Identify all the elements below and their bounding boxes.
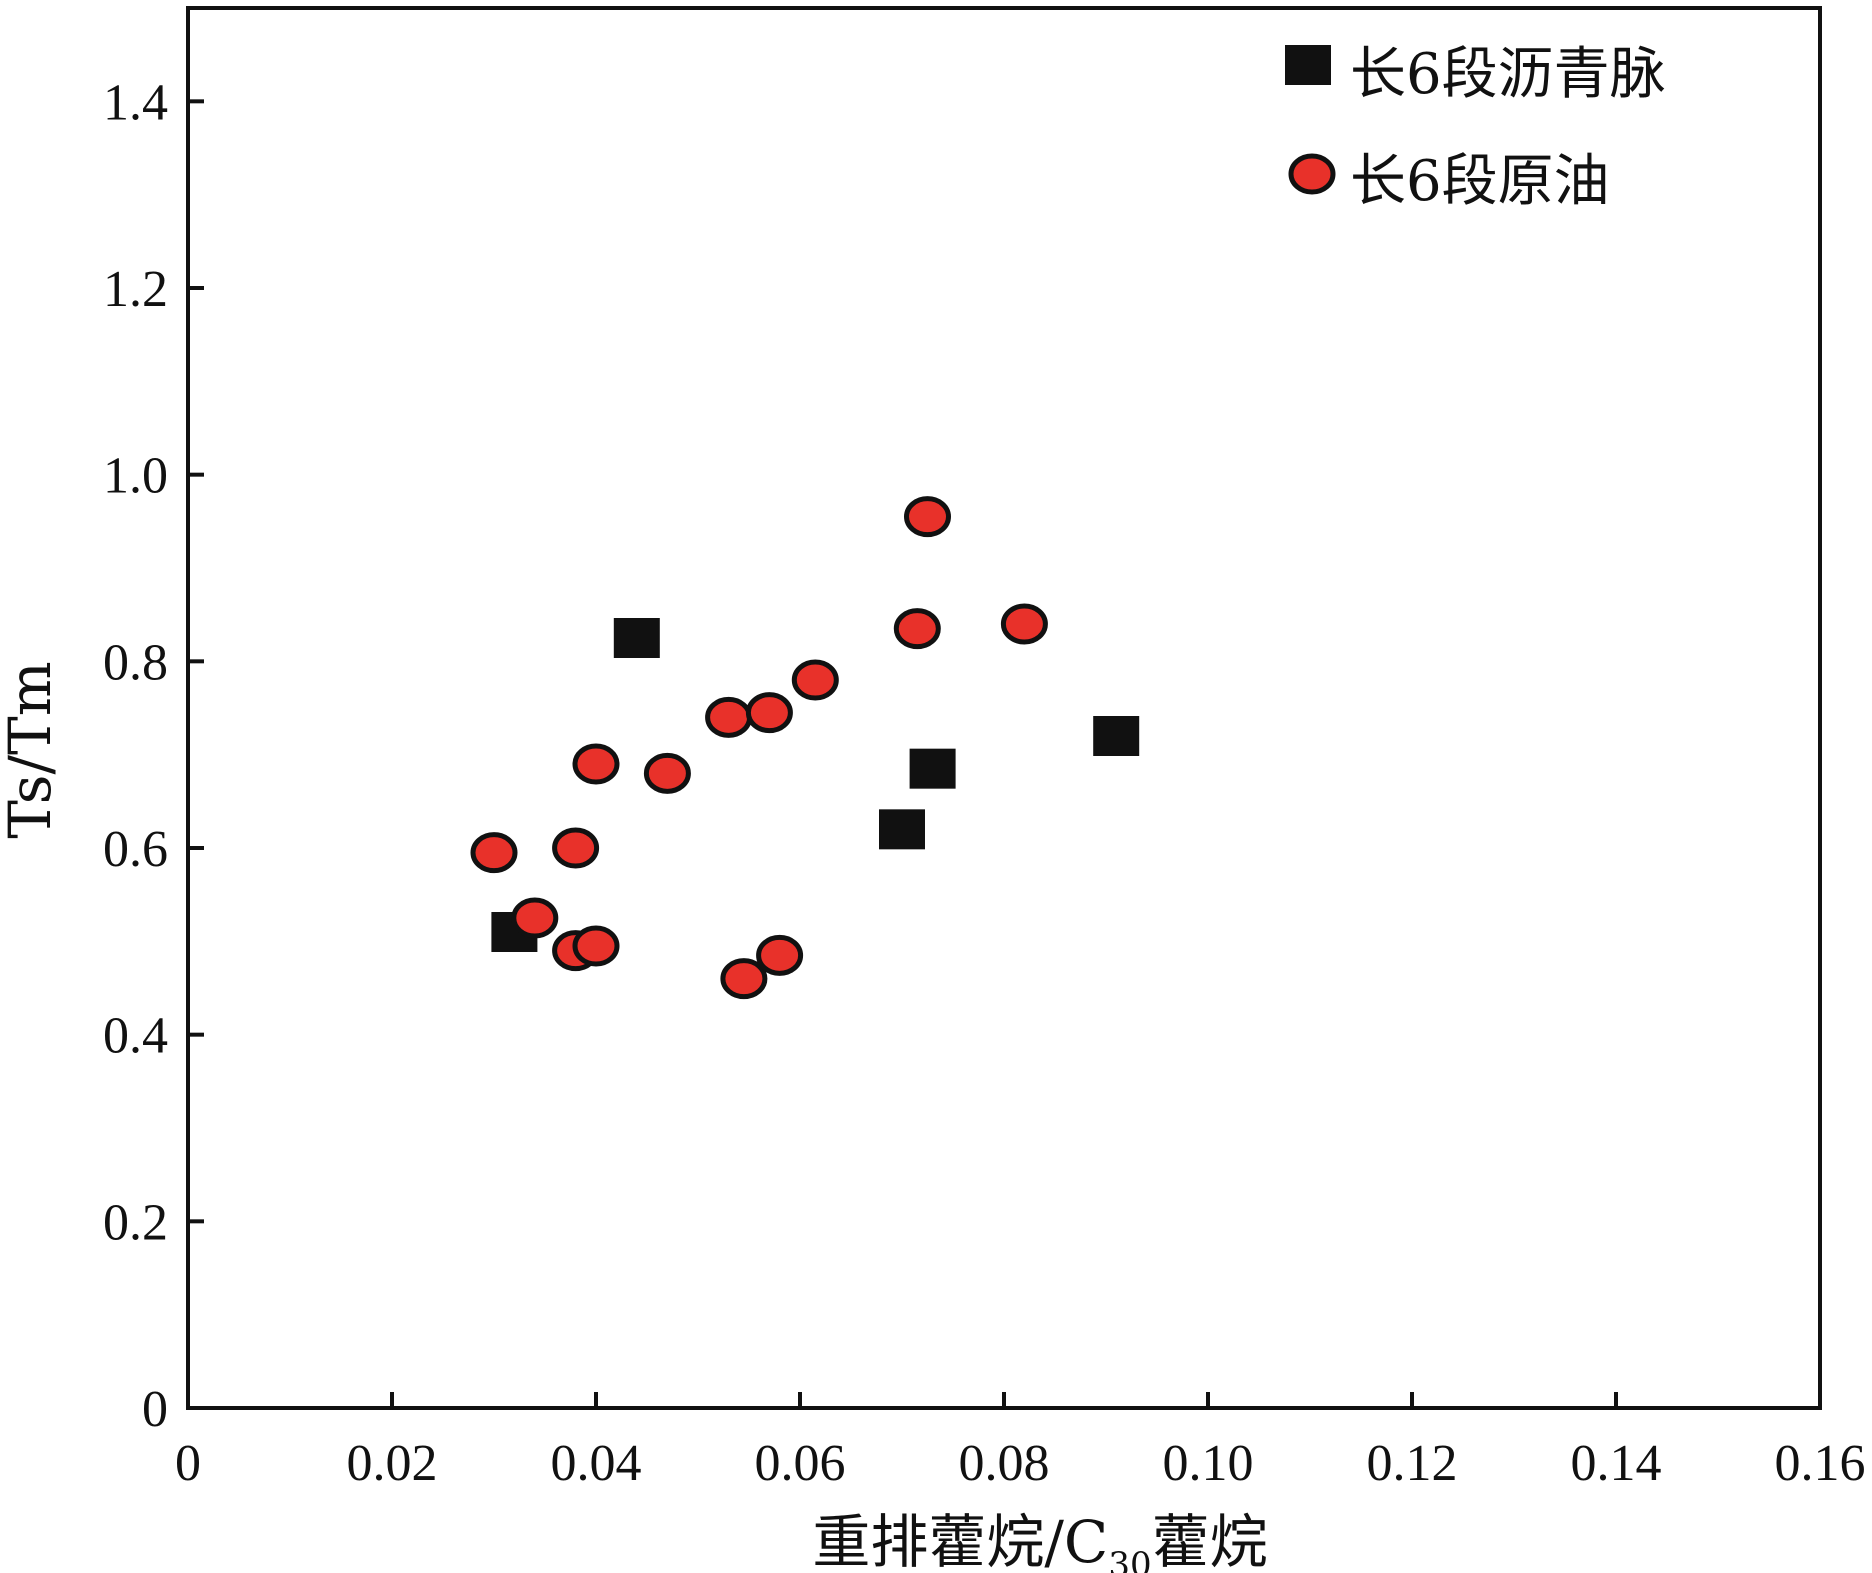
legend-square-marker bbox=[1285, 45, 1331, 85]
y-tick-label: 0.2 bbox=[103, 1194, 168, 1251]
x-tick-label: 0.04 bbox=[551, 1435, 642, 1492]
legend-label-crude-oil: 长6段原油 bbox=[1350, 149, 1610, 214]
legend: 长6段沥青脉 长6段原油 bbox=[1285, 42, 1666, 214]
y-tick-label: 0.4 bbox=[103, 1008, 168, 1065]
y-tick-label: 0.8 bbox=[103, 634, 168, 691]
crude-oil-point bbox=[572, 925, 620, 967]
crude-oil-point bbox=[643, 752, 691, 794]
x-tick-label: 0.02 bbox=[347, 1435, 438, 1492]
legend-circle-marker bbox=[1288, 153, 1336, 195]
y-tick-label: 1.4 bbox=[103, 74, 168, 131]
x-tick-label: 0.08 bbox=[959, 1435, 1050, 1492]
y-tick-label: 1.2 bbox=[103, 261, 168, 318]
asphalt-vein-point bbox=[613, 618, 660, 658]
x-tick-label: 0 bbox=[175, 1435, 201, 1492]
crude-oil-point bbox=[470, 832, 518, 874]
crude-oil-point bbox=[756, 934, 804, 976]
x-axis-title: 重排藿烷/C30藿烷 bbox=[812, 1508, 1267, 1573]
legend-item-crude-oil: 长6段原油 bbox=[1288, 149, 1610, 214]
x-axis: 0 0.02 0.04 0.06 0.08 0.10 0.12 0.14 0.16 bbox=[175, 1392, 1866, 1492]
crude-oil-point bbox=[904, 496, 951, 538]
crude-oil-point bbox=[705, 696, 753, 738]
legend-label-asphalt-vein: 长6段沥青脉 bbox=[1350, 42, 1666, 107]
x-tick-label: 0.14 bbox=[1571, 1435, 1662, 1492]
crude-oil-point bbox=[745, 692, 793, 734]
x-tick-label: 0.10 bbox=[1163, 1435, 1254, 1492]
plot-area bbox=[186, 6, 1822, 1410]
crude-oil-point bbox=[511, 897, 559, 939]
crude-oil-point bbox=[552, 827, 600, 869]
data-points bbox=[470, 496, 1140, 1000]
y-axis-title: Ts/Tm bbox=[0, 661, 64, 838]
y-axis: 0 0.2 0.4 0.6 0.8 1.0 1.2 1.4 bbox=[103, 74, 204, 1438]
x-tick-label: 0.16 bbox=[1775, 1435, 1866, 1492]
y-tick-label: 0 bbox=[142, 1381, 168, 1438]
crude-oil-point bbox=[572, 743, 620, 785]
x-tick-label: 0.12 bbox=[1367, 1435, 1458, 1492]
crude-oil-point bbox=[1000, 603, 1048, 645]
legend-item-asphalt-vein: 长6段沥青脉 bbox=[1285, 42, 1666, 107]
asphalt-vein-point bbox=[909, 748, 956, 789]
crude-oil-point bbox=[720, 958, 768, 1000]
crude-oil-point bbox=[791, 659, 839, 701]
asphalt-vein-point bbox=[879, 809, 925, 850]
plot-border bbox=[186, 6, 1822, 1410]
crude-oil-point bbox=[893, 608, 941, 650]
y-tick-label: 0.6 bbox=[103, 821, 168, 878]
asphalt-vein-point bbox=[1093, 716, 1140, 756]
x-tick-label: 0.06 bbox=[755, 1435, 846, 1492]
y-tick-label: 1.0 bbox=[103, 448, 168, 505]
